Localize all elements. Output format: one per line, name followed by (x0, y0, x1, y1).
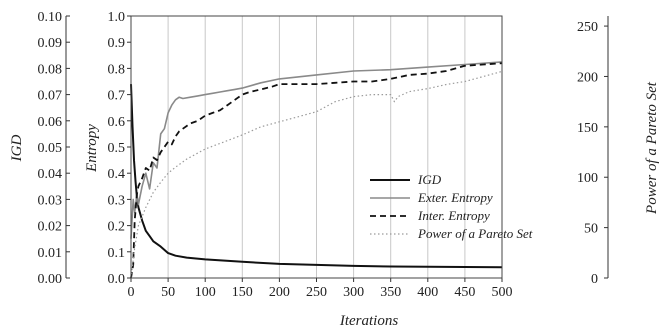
x-tick-label: 350 (380, 285, 401, 300)
igd-tick-label: 0.06 (38, 115, 63, 130)
igd-tick-label: 0.07 (38, 89, 63, 104)
x-tick-label: 100 (195, 285, 216, 300)
entropy-tick-label: 0.9 (108, 36, 126, 51)
entropy-tick-label: 0.7 (108, 89, 126, 104)
entropy-tick-label: 0.6 (108, 115, 126, 130)
legend: IGD Exter. Entropy Inter. Entropy Power of … (370, 172, 533, 241)
igd-tick-label: 0.10 (38, 10, 63, 25)
legend-label-2: Inter. Entropy (417, 208, 490, 223)
igd-tick-label: 0.04 (38, 167, 63, 182)
series-line-2 (130, 62, 503, 279)
entropy-tick-label: 0.2 (108, 220, 126, 235)
pareto-tick-label: 100 (577, 171, 598, 186)
pareto-axis-title: Power of a Pareto Set (644, 81, 660, 215)
igd-tick-label: 0.03 (38, 193, 63, 208)
entropy-tick-label: 0.1 (108, 246, 126, 261)
series-line-1 (130, 61, 503, 239)
pareto-tick-label: 150 (577, 121, 598, 136)
igd-tick-label: 0.01 (38, 246, 63, 261)
entropy-tick-label: 0.0 (108, 272, 126, 287)
x-tick-label: 300 (343, 285, 364, 300)
series-layer (130, 61, 503, 279)
entropy-axis-title: Entropy (84, 124, 100, 173)
igd-tick-label: 0.05 (38, 141, 63, 156)
igd-tick-label: 0.08 (38, 62, 63, 77)
x-tick-label: 50 (161, 285, 175, 300)
x-tick-label: 0 (128, 285, 135, 300)
legend-label-1: Exter. Entropy (417, 190, 493, 205)
entropy-tick-label: 0.5 (108, 141, 126, 156)
axes: 0 50 100 150 200 250 300 350 400 450 5000.000.010.… (38, 10, 609, 300)
series-line-3 (130, 70, 503, 279)
igd-tick-label: 0.02 (38, 220, 63, 235)
pareto-tick-label: 200 (577, 70, 598, 85)
x-tick-label: 450 (454, 285, 475, 300)
igd-tick-label: 0.09 (38, 36, 63, 51)
igd-axis-title: IGD (9, 135, 25, 163)
pareto-tick-label: 250 (577, 20, 598, 35)
x-tick-label: 400 (417, 285, 438, 300)
x-tick-label: 150 (232, 285, 253, 300)
legend-label-3: Power of a Pareto Set (417, 226, 533, 241)
entropy-tick-label: 0.4 (108, 167, 126, 182)
entropy-tick-label: 0.3 (108, 193, 126, 208)
series-line-0 (130, 84, 503, 269)
x-axis-title: Iterations (339, 313, 398, 329)
x-tick-label: 500 (492, 285, 513, 300)
pareto-tick-label: 50 (584, 222, 598, 237)
x-tick-label: 200 (269, 285, 290, 300)
grid-lines (167, 16, 466, 278)
legend-label-0: IGD (417, 172, 442, 187)
igd-tick-label: 0.00 (38, 272, 63, 287)
pareto-tick-label: 0 (591, 272, 598, 287)
entropy-tick-label: 1.0 (108, 10, 126, 25)
x-tick-label: 250 (306, 285, 327, 300)
entropy-tick-label: 0.8 (108, 62, 126, 77)
